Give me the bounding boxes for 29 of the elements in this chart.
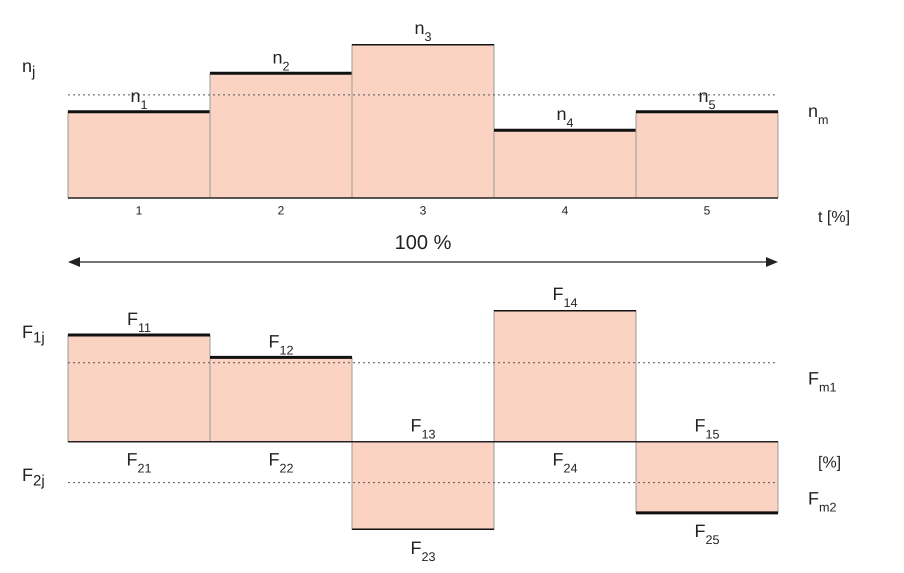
annotation: n$_{5}$ <box>698 86 716 112</box>
text: F$_{2j}$ <box>22 465 45 490</box>
x-axis-title: t [%] <box>818 209 850 226</box>
annotation: n$_{3}$ <box>414 18 432 44</box>
ref-line-label: F$_{m2}$ <box>808 488 836 515</box>
annotation: F$_{14}$ <box>552 284 578 310</box>
annotation: F$_{15}$ <box>694 416 720 442</box>
x-tick-label: 2 <box>278 204 285 218</box>
y-axis-title: n$_{j}$ <box>22 56 36 81</box>
annotation: F$_{13}$ <box>410 416 436 442</box>
annotation: F$_{24}$ <box>552 450 578 476</box>
annotation: n$_{2}$ <box>272 47 290 74</box>
annotation: n$_{1}$ <box>130 86 148 112</box>
annotation: F$_{21}$ <box>126 450 152 476</box>
ref-line-label: n$_{m}$ <box>808 100 829 127</box>
x-tick-label: 1 <box>136 204 143 218</box>
x-tick-label: 4 <box>562 204 569 218</box>
annotation: F$_{11}$ <box>126 309 152 336</box>
annotation: F$_{25}$ <box>694 520 720 547</box>
annotation: F$_{22}$ <box>268 450 294 476</box>
annotation: F$_{23}$ <box>410 538 436 564</box>
annotation: n$_{4}$ <box>556 104 574 130</box>
ref-line-label: F$_{m1}$ <box>808 368 836 395</box>
x-tick-label: 3 <box>420 204 427 218</box>
text: 100 % <box>394 232 452 255</box>
y-axis-title: F$_{1j}$ <box>22 322 45 347</box>
x-tick-label: 5 <box>704 204 711 218</box>
annotation: F$_{12}$ <box>268 331 294 358</box>
x-axis-title: [%] <box>818 454 842 472</box>
